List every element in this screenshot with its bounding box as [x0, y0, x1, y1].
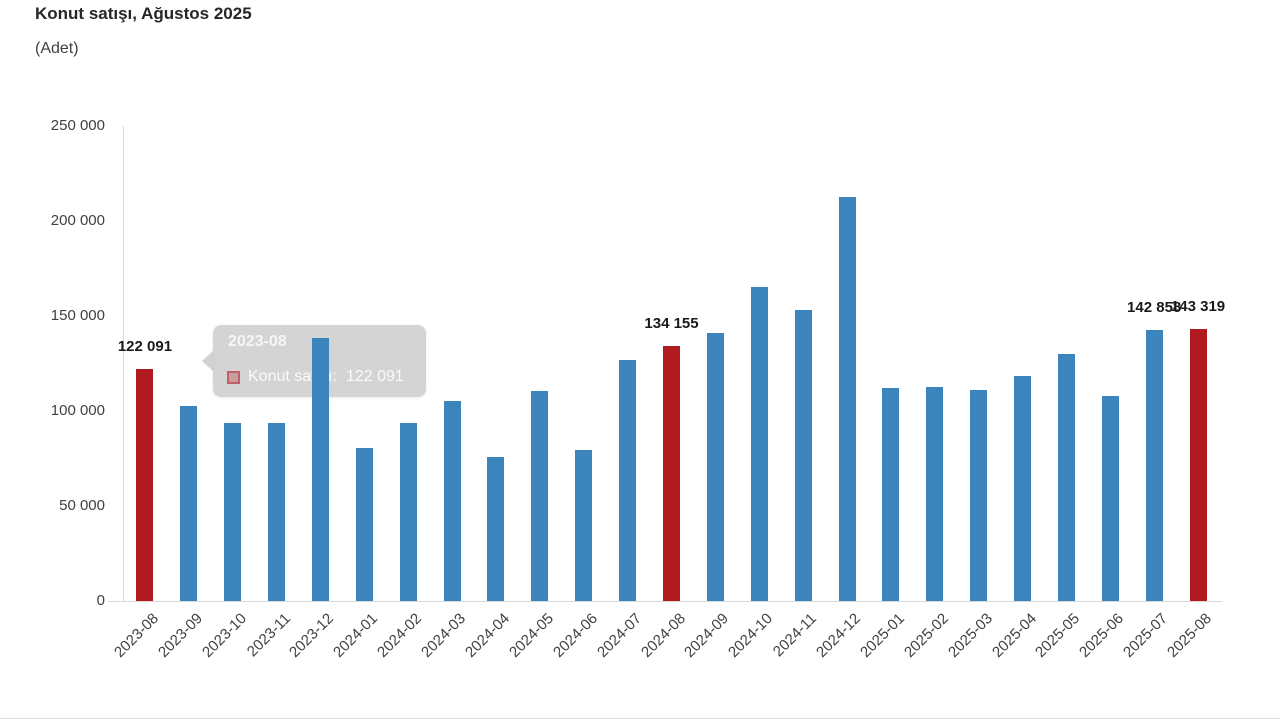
bar-2024-01[interactable]: [355, 448, 373, 601]
bar-2025-02[interactable]: [926, 386, 944, 601]
y-tick-label: 50 000: [59, 497, 105, 514]
bar-2024-02[interactable]: [399, 422, 417, 601]
y-axis-line: [123, 126, 124, 601]
x-tick-label-2025-07: 2025-07: [1120, 610, 1172, 661]
data-label-2025-08: 143 319: [1170, 297, 1226, 315]
x-tick-label-2025-01: 2025-01: [856, 610, 908, 661]
x-tick-label-2024-10: 2024-10: [725, 610, 777, 661]
x-tick-label-2024-11: 2024-11: [769, 610, 821, 661]
bar-2024-09[interactable]: [706, 333, 724, 601]
x-tick-label-2023-09: 2023-09: [154, 610, 206, 661]
bar-2024-10[interactable]: [750, 287, 768, 601]
tooltip-header: 2023-08: [228, 333, 287, 350]
bar-2024-07[interactable]: [619, 359, 637, 601]
tooltip-arrow-icon: [202, 350, 214, 372]
bar-2024-05[interactable]: [531, 390, 549, 601]
bar-2024-04[interactable]: [487, 457, 505, 601]
bar-2024-06[interactable]: [575, 450, 593, 601]
bar-2025-05[interactable]: [1057, 353, 1075, 601]
x-tick-label-2025-08: 2025-08: [1164, 610, 1216, 661]
x-tick-label-2025-02: 2025-02: [900, 610, 952, 661]
bar-2025-07[interactable]: [1145, 329, 1163, 601]
y-tick-label: 200 000: [50, 212, 105, 229]
y-tick-label: 150 000: [50, 307, 105, 324]
x-tick-label-2024-12: 2024-12: [813, 610, 865, 661]
x-axis-line: [108, 601, 1222, 602]
x-tick-label-2025-05: 2025-05: [1032, 610, 1084, 661]
chart-subtitle: (Adet): [35, 40, 79, 57]
data-label-2023-08: 122 091: [117, 338, 173, 356]
chart-title: Konut satışı, Ağustos 2025: [35, 4, 252, 23]
x-tick-label-2023-11: 2023-11: [243, 610, 294, 661]
bar-2024-03[interactable]: [443, 400, 461, 601]
x-tick-label-2024-02: 2024-02: [374, 610, 426, 661]
bar-2025-01[interactable]: [882, 387, 900, 601]
bar-2023-08[interactable]: [136, 369, 154, 601]
x-tick-label-2024-06: 2024-06: [549, 610, 601, 661]
data-label-2024-08: 134 155: [644, 315, 699, 333]
x-tick-label-2024-01: 2024-01: [330, 610, 382, 661]
x-tick-label-2024-05: 2024-05: [505, 610, 557, 661]
x-tick-label-2024-08: 2024-08: [637, 610, 689, 661]
data-label-2025-07: 142 858: [1127, 298, 1182, 316]
bar-2025-03[interactable]: [970, 390, 988, 601]
y-tick-label: 250 000: [50, 117, 105, 134]
bar-2023-10[interactable]: [224, 422, 242, 601]
bar-2025-08[interactable]: [1189, 328, 1207, 601]
bar-2025-04[interactable]: [1014, 376, 1032, 601]
bar-2024-12[interactable]: [838, 196, 856, 601]
x-tick-label-2025-04: 2025-04: [988, 610, 1040, 661]
x-tick-label-2025-06: 2025-06: [1076, 610, 1128, 661]
x-tick-label-2024-09: 2024-09: [681, 610, 733, 661]
x-tick-label-2025-03: 2025-03: [944, 610, 996, 661]
bar-2024-11[interactable]: [794, 310, 812, 601]
x-tick-label-2023-12: 2023-12: [286, 610, 338, 661]
series-marker-icon: [227, 370, 240, 384]
bar-2023-11[interactable]: [268, 423, 286, 601]
x-tick-label-2024-04: 2024-04: [462, 610, 513, 661]
x-tick-label-2023-10: 2023-10: [198, 610, 250, 661]
bar-2025-06[interactable]: [1101, 396, 1119, 601]
bottom-divider: [0, 718, 1280, 719]
x-tick-label-2023-08: 2023-08: [111, 610, 162, 661]
bar-2023-12[interactable]: [311, 337, 329, 601]
bar-2023-09[interactable]: [180, 405, 198, 601]
bar-2024-08[interactable]: [663, 346, 680, 601]
x-tick-label-2024-03: 2024-03: [418, 610, 470, 661]
y-tick-label: 100 000: [50, 402, 105, 419]
tooltip-value: 122 091: [345, 368, 404, 385]
x-tick-label-2024-07: 2024-07: [593, 610, 645, 661]
y-tick-label: 0: [96, 592, 105, 609]
